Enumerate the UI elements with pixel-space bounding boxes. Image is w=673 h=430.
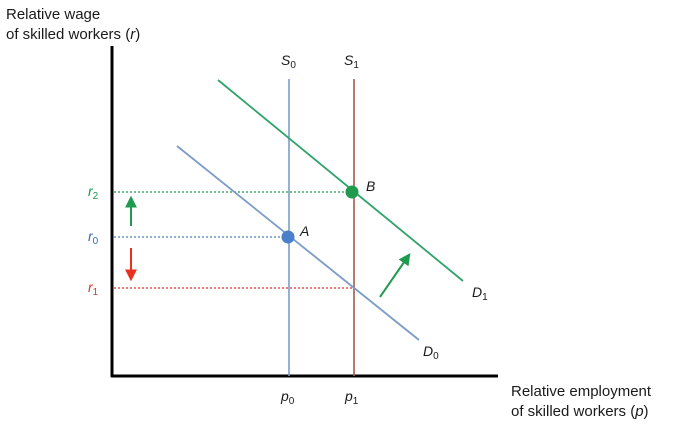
- point-a-label: A: [299, 223, 309, 239]
- x-axis-label-close: ): [644, 403, 649, 420]
- demand-curve-d0: [176, 145, 420, 341]
- tick-p1-main: p: [344, 388, 353, 404]
- tick-r2-sub: 2: [93, 191, 99, 202]
- tick-r0: r0: [88, 228, 99, 247]
- arrow-shift-icon: [379, 253, 411, 298]
- label-s0-sub: 0: [290, 60, 296, 71]
- label-s1-sub: 1: [353, 60, 359, 71]
- tick-r0-main: r: [88, 228, 94, 244]
- point-b-marker: [345, 185, 359, 199]
- tick-r2: r2: [88, 183, 99, 202]
- tick-r2-main: r: [88, 183, 94, 199]
- label-s0-main: S: [281, 52, 291, 68]
- x-axis-label-var: p: [634, 403, 643, 420]
- y-axis-label-close: ): [135, 26, 140, 43]
- y-axis-label-line1: Relative wage: [6, 6, 100, 23]
- tick-p0-main: p: [280, 388, 289, 404]
- x-axis-label: Relative employment of skilled workers (…: [511, 383, 655, 420]
- label-s1-main: S: [344, 52, 354, 68]
- tick-p1: p1: [344, 388, 359, 407]
- tick-r1: r1: [88, 279, 99, 298]
- label-d1-main: D: [472, 284, 482, 300]
- x-axis-label-line2: of skilled workers (: [511, 403, 635, 420]
- y-axis-label-line2: of skilled workers (: [6, 26, 130, 43]
- tick-r1-main: r: [88, 279, 94, 295]
- label-d0-main: D: [423, 343, 433, 359]
- label-d1-sub: 1: [482, 292, 488, 303]
- y-axis-label: Relative wage of skilled workers (r): [6, 6, 140, 43]
- tick-p0-sub: 0: [289, 396, 295, 407]
- x-axis-label-line1: Relative employment: [511, 383, 652, 400]
- tick-p0: p0: [280, 388, 295, 407]
- tick-p1-sub: 1: [353, 396, 359, 407]
- tick-r1-sub: 1: [93, 287, 99, 298]
- y-axis-label-var: r: [130, 26, 136, 43]
- label-d0-sub: 0: [433, 351, 439, 362]
- tick-r0-sub: 0: [93, 236, 99, 247]
- point-b-label: B: [366, 178, 375, 194]
- label-d0: D0: [423, 343, 439, 362]
- point-a-marker: [281, 230, 295, 244]
- demand-curve-d1: [217, 79, 464, 282]
- label-d1: D1: [472, 284, 488, 303]
- label-s0: S0: [281, 52, 296, 71]
- label-s1: S1: [344, 52, 359, 71]
